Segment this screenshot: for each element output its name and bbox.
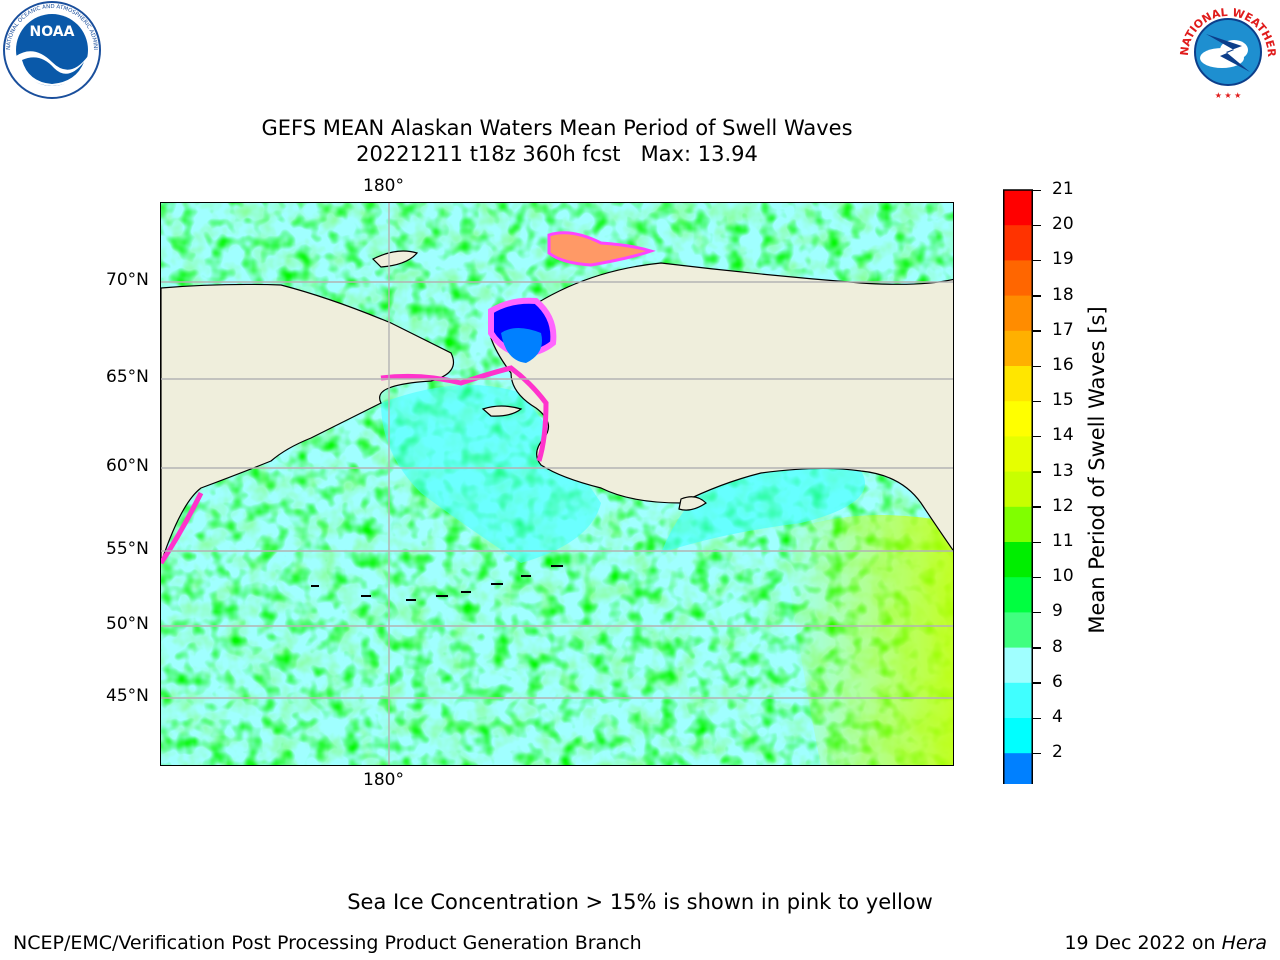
colorbar-band xyxy=(1003,647,1033,684)
sea-ice-note: Sea Ice Concentration > 15% is shown in … xyxy=(347,890,933,914)
lat-label-70: 70°N xyxy=(106,270,149,290)
colorbar-band xyxy=(1003,366,1033,402)
colorbar-band xyxy=(1003,612,1033,649)
colorbar-tick-label: 13 xyxy=(1052,460,1074,481)
colorbar-tick-label: 19 xyxy=(1052,249,1074,270)
footer-right: 19 Dec 2022 on Hera xyxy=(1064,932,1267,954)
nws-logo: NATIONAL WEATHER SERVICE ★ ★ ★ xyxy=(1172,0,1280,104)
colorbar-tick-mark xyxy=(1033,295,1041,297)
colorbar-tick-mark xyxy=(1033,471,1041,473)
colorbar-band xyxy=(1003,682,1033,719)
colorbar-band xyxy=(1003,436,1033,473)
aleutian-islands xyxy=(311,565,563,601)
map-svg xyxy=(161,203,953,765)
colorbar-tick-mark xyxy=(1033,752,1041,755)
chart-subtitle: 20221211 t18z 360h fcst Max: 13.94 xyxy=(356,142,758,166)
lon-label-top: 180° xyxy=(363,176,404,196)
colorbar-band xyxy=(1003,471,1033,508)
footer-date: 19 Dec 2022 on xyxy=(1064,932,1222,954)
footer-left: NCEP/EMC/Verification Post Processing Pr… xyxy=(13,932,642,954)
colorbar xyxy=(1001,188,1035,818)
lon-label-bottom: 180° xyxy=(363,770,404,790)
colorbar-tick-label: 4 xyxy=(1052,707,1063,727)
colorbar-tick-mark xyxy=(1033,647,1041,649)
colorbar-tick-label: 16 xyxy=(1052,355,1074,375)
colorbar-band xyxy=(1003,190,1033,226)
colorbar-tick-mark xyxy=(1033,365,1041,367)
colorbar-tick-mark xyxy=(1033,435,1041,438)
colorbar-tick-label: 6 xyxy=(1052,671,1063,692)
lat-label-50: 50°N xyxy=(106,614,149,634)
colorbar-label: Mean Period of Swell Waves [s] xyxy=(1085,306,1109,634)
colorbar-band xyxy=(1003,577,1033,613)
colorbar-tick-mark xyxy=(1033,541,1041,543)
colorbar-tick-label: 12 xyxy=(1052,495,1074,516)
colorbar-band xyxy=(1003,225,1033,261)
colorbar-band xyxy=(1003,295,1033,332)
colorbar-band xyxy=(1003,260,1033,297)
lat-label-60: 60°N xyxy=(106,456,149,476)
colorbar-tick-label: 10 xyxy=(1052,566,1074,587)
colorbar-tick-mark xyxy=(1033,330,1041,332)
svg-text:★ ★ ★: ★ ★ ★ xyxy=(1215,91,1242,100)
colorbar-band xyxy=(1003,506,1033,543)
footer-host: Hera xyxy=(1221,932,1267,954)
colorbar-band xyxy=(1003,542,1033,578)
colorbar-tick-mark xyxy=(1033,224,1041,227)
colorbar-tick-label: 21 xyxy=(1052,179,1074,199)
colorbar-tick-label: 18 xyxy=(1052,284,1074,305)
colorbar-tick-label: 9 xyxy=(1052,601,1063,622)
colorbar-tick-label: 11 xyxy=(1052,531,1074,551)
colorbar-tick-mark xyxy=(1033,400,1041,403)
colorbar-tick-mark xyxy=(1033,717,1041,719)
lat-label-55: 55°N xyxy=(106,539,149,559)
noaa-logo: NOAA NATIONAL OCEANIC AND ATMOSPHERIC AD… xyxy=(0,0,104,104)
lat-label-45: 45°N xyxy=(106,686,149,706)
colorbar-tick-label: 15 xyxy=(1052,390,1074,411)
colorbar-tick-label: 20 xyxy=(1052,214,1074,235)
colorbar-tick-mark xyxy=(1033,611,1041,614)
colorbar-band xyxy=(1003,330,1033,367)
graticule xyxy=(161,203,953,765)
map-panel xyxy=(160,202,954,766)
colorbar-tick-label: 8 xyxy=(1052,636,1063,657)
colorbar-tick-mark xyxy=(1033,189,1041,191)
colorbar-band xyxy=(1003,718,1033,754)
colorbar-tick-mark xyxy=(1033,682,1041,684)
colorbar-tick-mark xyxy=(1033,506,1041,508)
colorbar-tick-label: 2 xyxy=(1052,742,1063,763)
chart-title: GEFS MEAN Alaskan Waters Mean Period of … xyxy=(261,116,853,140)
lat-label-65: 65°N xyxy=(106,367,149,387)
colorbar-band xyxy=(1003,753,1033,789)
land xyxy=(161,250,953,564)
colorbar-band xyxy=(1003,401,1033,437)
colorbar-tick-mark xyxy=(1033,259,1041,262)
colorbar-tick-label: 14 xyxy=(1052,425,1074,446)
colorbar-tick-mark xyxy=(1033,576,1041,579)
svg-text:NOAA: NOAA xyxy=(30,24,75,40)
colorbar-tick-label: 17 xyxy=(1052,319,1074,340)
